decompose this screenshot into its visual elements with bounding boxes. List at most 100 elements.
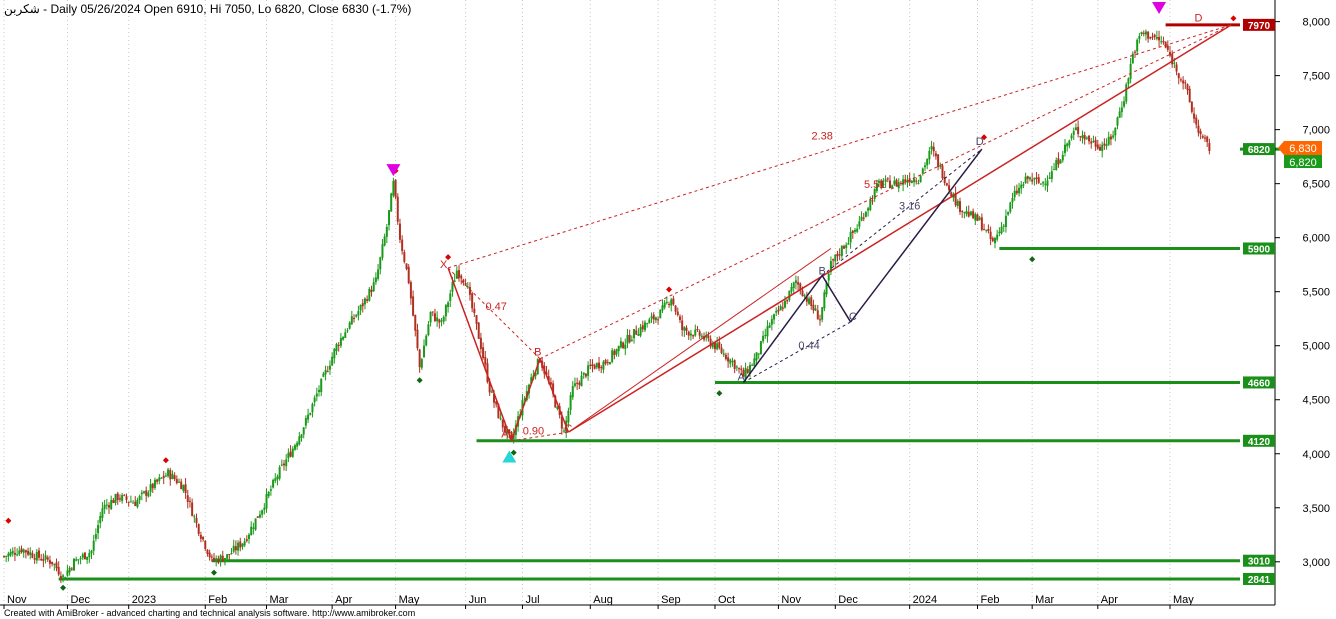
candle-body	[805, 297, 808, 302]
candle-body	[834, 254, 837, 262]
candle-body	[431, 311, 434, 313]
candle-body	[961, 210, 964, 213]
candle-body	[186, 495, 189, 503]
candle-body	[366, 299, 369, 301]
candle-body	[486, 363, 489, 383]
candle-body	[1155, 37, 1158, 39]
candle-body	[718, 342, 721, 348]
candle-body	[13, 552, 16, 555]
candle-body	[488, 381, 491, 393]
candle-body	[980, 217, 983, 230]
candle-body	[158, 477, 161, 481]
candle-body	[713, 342, 716, 350]
candle-body	[659, 309, 662, 319]
candle-body	[893, 180, 896, 185]
candle-body	[1133, 51, 1136, 53]
candle-body	[1013, 190, 1016, 198]
candle-body	[191, 502, 194, 517]
candle-body	[195, 517, 198, 524]
candle-body	[1151, 36, 1154, 38]
candle-body	[635, 330, 638, 335]
candle-body	[66, 570, 69, 576]
pattern-label: 5.51	[864, 179, 885, 191]
candle-body	[775, 310, 778, 313]
candle-body	[433, 313, 436, 322]
chart-header: شکربن - Daily 05/26/2024 Open 6910, Hi 7…	[4, 2, 411, 16]
candle-body	[799, 283, 802, 291]
candle-body	[849, 231, 852, 243]
candle-body	[221, 555, 224, 562]
candle-body	[289, 451, 292, 457]
candle-body	[1039, 183, 1042, 185]
candle-body	[285, 459, 288, 467]
pivot-low-marker	[211, 569, 218, 576]
x-tick-label: Dec	[70, 594, 90, 606]
candle-body	[1090, 141, 1093, 144]
candle-body	[127, 501, 130, 503]
y-tick-label: 5,000	[1302, 341, 1330, 353]
x-tick-label: Oct	[718, 594, 735, 606]
candle-body	[112, 499, 115, 503]
candle-body	[727, 357, 730, 362]
pattern-leg	[539, 358, 570, 433]
candle-body	[248, 534, 251, 540]
candle-body	[681, 320, 684, 331]
candle-body	[1096, 144, 1099, 149]
candle-body	[1048, 177, 1051, 179]
candle-body	[136, 499, 139, 507]
candle-body	[683, 327, 686, 331]
candle-body	[48, 560, 51, 564]
candle-body	[116, 493, 119, 501]
candle-body	[1092, 141, 1095, 143]
candle-body	[895, 179, 898, 187]
candle-body	[86, 556, 89, 560]
candle-body	[1201, 136, 1204, 138]
candle-body	[1066, 143, 1069, 147]
candle-body	[234, 546, 237, 551]
candle-body	[670, 299, 673, 306]
candle-body	[436, 317, 439, 322]
candle-body	[59, 575, 62, 579]
candle-body	[552, 383, 555, 395]
candle-body	[1166, 45, 1169, 50]
candle-body	[477, 322, 480, 339]
x-tick-label: Mar	[270, 594, 289, 606]
candle-body	[694, 329, 697, 336]
y-tick-label: 7,500	[1302, 71, 1330, 83]
candle-body	[932, 146, 935, 152]
candle-body	[118, 498, 121, 500]
candle-body	[899, 182, 902, 184]
level-badge-label: 4660	[1248, 378, 1271, 389]
candle-body	[985, 229, 988, 231]
candle-body	[339, 337, 342, 346]
candle-body	[794, 280, 797, 284]
candle-body	[99, 515, 102, 523]
sell-signal-marker	[386, 164, 401, 177]
candle-body	[930, 146, 933, 150]
candle-body	[1085, 137, 1088, 139]
candle-body	[1147, 31, 1150, 39]
candle-body	[569, 395, 572, 411]
candle-body	[1018, 187, 1021, 194]
candle-body	[626, 334, 629, 344]
candle-body	[75, 559, 78, 561]
candle-body	[534, 373, 537, 377]
x-tick-label: Feb	[208, 594, 227, 606]
candle-body	[506, 429, 509, 434]
candle-body	[145, 490, 148, 496]
candle-body	[1107, 136, 1110, 145]
candle-body	[1208, 142, 1211, 152]
candle-body	[1063, 144, 1066, 153]
candle-body	[1131, 53, 1134, 64]
candle-body	[790, 287, 793, 292]
candle-body	[129, 501, 132, 503]
candle-body	[108, 505, 111, 508]
candle-body	[641, 325, 644, 330]
candle-body	[891, 185, 894, 189]
candle-body	[482, 347, 485, 358]
candle-body	[55, 562, 58, 569]
candle-body	[751, 364, 754, 366]
candle-body	[530, 377, 533, 384]
candle-body	[438, 319, 441, 323]
